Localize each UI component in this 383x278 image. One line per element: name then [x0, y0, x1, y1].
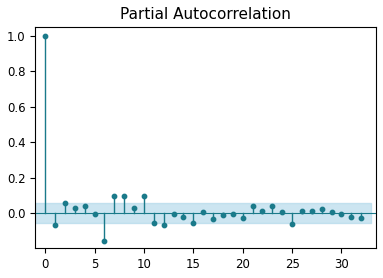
Point — [230, 212, 236, 216]
Point — [121, 194, 127, 198]
Point — [289, 222, 295, 227]
Point — [250, 204, 256, 208]
Point — [269, 204, 275, 208]
Point — [190, 220, 196, 225]
Point — [72, 205, 78, 210]
Point — [170, 212, 177, 216]
Point — [220, 212, 226, 217]
Point — [348, 214, 354, 219]
Point — [210, 217, 216, 221]
Point — [259, 209, 265, 214]
Point — [52, 223, 58, 228]
Point — [299, 209, 305, 214]
Point — [339, 212, 345, 216]
Point — [42, 34, 48, 38]
Point — [279, 210, 285, 214]
Point — [160, 223, 167, 228]
Point — [358, 216, 364, 220]
Point — [240, 216, 246, 220]
Point — [131, 205, 137, 210]
Point — [319, 207, 325, 212]
Point — [62, 201, 68, 205]
Point — [180, 215, 187, 220]
Point — [200, 210, 206, 214]
Point — [151, 220, 157, 225]
Point — [111, 194, 117, 198]
Point — [92, 212, 98, 216]
Point — [101, 239, 108, 244]
Point — [309, 209, 315, 214]
Point — [141, 194, 147, 198]
Title: Partial Autocorrelation: Partial Autocorrelation — [120, 7, 291, 22]
Point — [82, 204, 88, 208]
Point — [329, 210, 335, 214]
